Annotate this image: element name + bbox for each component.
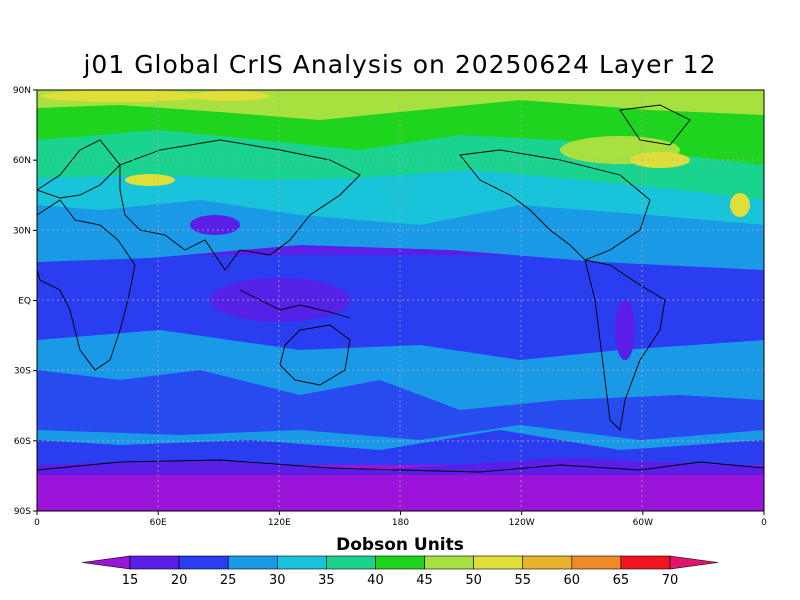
x-tick-label: 180 bbox=[392, 518, 409, 528]
map-title: j01 Global CrIS Analysis on 20250624 Lay… bbox=[83, 50, 717, 79]
x-tick-label: 60E bbox=[150, 518, 167, 528]
colorbar-segment bbox=[276, 555, 327, 570]
colorbar-segment bbox=[424, 555, 474, 570]
colorbar-segment bbox=[375, 555, 425, 570]
colorbar-tick-label: 20 bbox=[171, 573, 188, 588]
colorbar-segment bbox=[620, 555, 671, 570]
colorbar-tick-label: 40 bbox=[367, 573, 384, 588]
gridlines bbox=[37, 90, 764, 511]
colorbar-segment bbox=[473, 555, 524, 570]
colorbar-tick-label: 55 bbox=[514, 573, 531, 588]
colorbar-tick-label: 30 bbox=[269, 573, 286, 588]
colorbar-tick-label: 15 bbox=[122, 573, 139, 588]
colorbar-tick-label: 45 bbox=[416, 573, 433, 588]
y-tick-label: 60N bbox=[13, 156, 31, 166]
y-tick-label: EQ bbox=[18, 297, 31, 307]
colorbar: 15 20 25 30 35 40 45 50 55 60 65 70 bbox=[81, 555, 719, 588]
x-tick-label: 0 bbox=[761, 518, 767, 528]
y-tick-label: 30S bbox=[14, 367, 31, 377]
colorbar-segment bbox=[571, 555, 622, 570]
colorbar-tick-label: 35 bbox=[318, 573, 335, 588]
colorbar-tick-label: 70 bbox=[662, 573, 679, 588]
y-tick-label: 90N bbox=[13, 86, 31, 96]
y-axis: 90N 60N 30N EQ 30S 60S 90S bbox=[13, 86, 37, 517]
x-tick-label: 120E bbox=[268, 518, 291, 528]
colorbar-segment bbox=[522, 555, 573, 570]
x-tick-label: 60W bbox=[633, 518, 653, 528]
y-tick-label: 30N bbox=[13, 226, 31, 236]
colorbar-under-triangle bbox=[81, 555, 131, 570]
colorbar-segment bbox=[129, 555, 180, 570]
colorbar-over-triangle bbox=[669, 555, 719, 570]
ozone-field bbox=[37, 90, 764, 511]
y-tick-label: 90S bbox=[14, 507, 31, 517]
y-tick-label: 60S bbox=[14, 437, 31, 447]
colorbar-tick-label: 60 bbox=[564, 573, 581, 588]
x-axis: 0 60E 120E 180 120W 60W 0 bbox=[34, 511, 767, 528]
x-tick-label: 0 bbox=[34, 518, 40, 528]
colorbar-tick-label: 50 bbox=[465, 573, 482, 588]
colorbar-segment bbox=[227, 555, 278, 570]
colorbar-segment bbox=[178, 555, 229, 570]
colorbar-tick-label: 65 bbox=[613, 573, 630, 588]
colorbar-title: Dobson Units bbox=[336, 535, 464, 555]
colorbar-tick-label: 25 bbox=[220, 573, 237, 588]
coastlines bbox=[37, 104, 764, 473]
x-tick-label: 120W bbox=[509, 518, 535, 528]
colorbar-segment bbox=[326, 555, 376, 570]
